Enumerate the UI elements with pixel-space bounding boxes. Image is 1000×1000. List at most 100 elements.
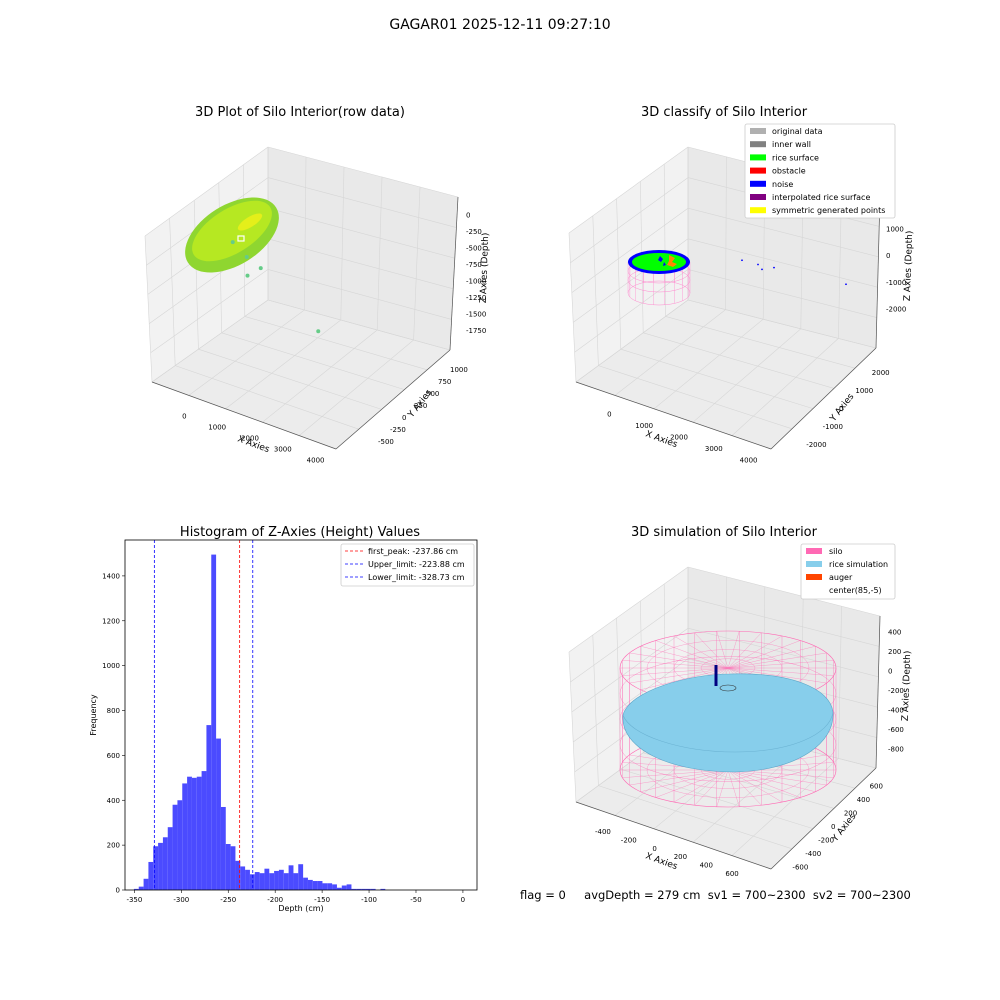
x-tick-label: -300 (173, 896, 189, 904)
axis-tick-label: 200 (844, 810, 857, 818)
legend-label: Lower_limit: -328.73 cm (368, 573, 465, 582)
histogram-bar (361, 888, 366, 890)
panel1-y-label: Y Axies (406, 388, 435, 421)
panel4-z-label: Z Axies (Depth) (901, 651, 913, 722)
legend-label: symmetric generated points (772, 206, 885, 215)
histogram-bars (133, 554, 386, 890)
axis-tick-label: 3000 (705, 445, 723, 453)
axis-tick-label: 400 (700, 862, 713, 870)
back-pane (268, 147, 458, 350)
histogram-bar (245, 869, 250, 890)
left-gridline (573, 658, 689, 743)
histogram-bar (274, 870, 279, 890)
histogram-bar (177, 800, 183, 890)
legend-label: auger (829, 573, 853, 582)
histogram-bar (201, 771, 207, 890)
axis-tick-label: 2000 (670, 434, 688, 442)
floor-gridline (614, 309, 726, 396)
axis-tick-label: -200 (818, 836, 834, 844)
panel1-point-cloud (185, 197, 279, 273)
axis-tick-label: -750 (466, 261, 482, 269)
axis-tick-label: 3000 (274, 446, 292, 454)
x-tick-label: -150 (314, 896, 330, 904)
left-gridline (570, 597, 689, 683)
histogram-bar (162, 837, 168, 890)
panel1-outlier-point (245, 273, 250, 278)
panel2-rice-surface (628, 250, 690, 274)
axis-tick-label: -2000 (886, 306, 906, 314)
axis-tick-label: -1000 (886, 279, 906, 287)
histogram-bar (307, 879, 313, 890)
axis-tick-label: 0 (607, 411, 611, 419)
floor-gridline (262, 329, 378, 423)
histogram-bar (167, 827, 173, 890)
back-gridline (687, 566, 881, 617)
axis-tick-label: -400 (888, 706, 904, 714)
histogram-bar (187, 776, 192, 890)
left-gridline (151, 299, 269, 383)
x-axis-line (575, 381, 772, 450)
panel4-rice-contour (622, 711, 834, 753)
axis-tick-label: 250 (414, 402, 427, 410)
floor-pane (576, 300, 876, 449)
left-gridline (592, 634, 599, 786)
axis-tick-label: 2000 (872, 369, 890, 377)
histogram-bar (380, 888, 386, 890)
floor-gridline (731, 338, 839, 436)
axis-tick-label: 0 (888, 668, 892, 676)
back-gridline (267, 269, 452, 320)
histogram-y-label: Frequency (89, 694, 98, 736)
left-gridline (193, 200, 199, 350)
axis-tick-label: 1000 (855, 387, 873, 395)
panel2-rice-disc (632, 253, 686, 271)
histogram-bar (254, 872, 260, 890)
z-axis-line (875, 615, 881, 769)
floor-gridline (198, 348, 382, 410)
histogram-bar (191, 777, 197, 890)
axis-tick-label: 1000 (208, 424, 226, 432)
histogram-y-ticks: 0 200 400 600 800 1000 1200 1400 (102, 572, 125, 895)
histogram-bar (303, 877, 308, 890)
axis-tick-label: -250 (466, 228, 482, 236)
back-gridline (340, 166, 345, 321)
legend-swatch (750, 154, 766, 161)
axis-tick-label: 400 (888, 629, 901, 637)
axis-tick-label: 1000 (886, 225, 904, 233)
floor-gridline (731, 758, 839, 856)
histogram-bar (370, 888, 376, 890)
left-gridline (144, 235, 153, 383)
histogram-bar (148, 861, 154, 890)
x-axis-line (575, 801, 772, 870)
y-tick-label: 1200 (102, 617, 120, 625)
panel1-disc-marker (237, 235, 245, 242)
y-axis-line (770, 347, 877, 450)
back-gridline (687, 238, 878, 288)
panel1-title: 3D Plot of Silo Interior(row data) (195, 105, 405, 120)
panel4-legend: silo rice simulation auger center(85,-5) (800, 543, 896, 600)
x-tick-label: 0 (461, 896, 465, 904)
floor-gridline (221, 332, 405, 390)
left-gridline (144, 146, 269, 237)
axis-tick-label: 4000 (307, 457, 325, 465)
panel-classify: 3D classify of Silo Interior 0 1000 2000 30… (568, 105, 915, 465)
left-gridline (568, 566, 689, 653)
y-tick-label: 600 (107, 752, 120, 760)
histogram-bar (196, 776, 202, 890)
panel2-x-ticks: 0 1000 2000 3000 4000 (607, 411, 757, 465)
legend-label: obstacle (772, 167, 806, 176)
floor-gridline (687, 299, 877, 349)
axis-tick-label: 0 (182, 413, 186, 421)
left-gridline (568, 146, 689, 234)
axis-tick-label: 0 (839, 405, 843, 413)
histogram-bar (365, 888, 371, 890)
legend-label: rice surface (772, 153, 819, 162)
z-axis-line (449, 196, 459, 351)
histogram-bar (298, 864, 304, 890)
floor-gridline (299, 339, 414, 436)
axis-tick-label: -400 (805, 850, 821, 858)
axis-tick-label: -2000 (806, 441, 826, 449)
legend-swatch (806, 561, 822, 567)
panel2-noise-point (845, 283, 847, 286)
panel1-outlier-point (316, 329, 321, 334)
